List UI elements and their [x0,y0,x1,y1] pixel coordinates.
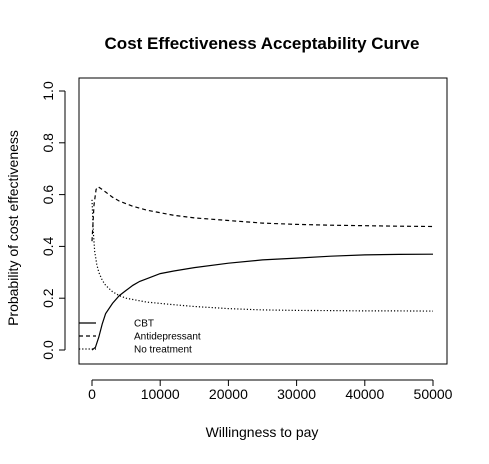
y-axis-label: Probability of cost effectiveness [5,130,21,326]
series-line-2 [91,199,434,312]
x-tick-label: 40000 [345,386,384,402]
x-axis-label: Willingness to pay [206,424,319,440]
x-axis: 0 10000 20000 30000 40000 50000 [88,379,453,402]
y-axis: 0.0 0.2 0.4 0.6 0.8 1.0 [40,81,66,360]
y-tick-label: 1.0 [40,81,56,101]
x-tick-label: 10000 [141,386,180,402]
x-tick-label: 50000 [414,386,453,402]
plot-box [78,77,448,365]
legend-label-1: Antidepressant [134,332,201,343]
legend: CBT Antidepressant No treatment [79,319,201,356]
legend-label-2: No treatment [134,345,192,356]
x-tick-label: 20000 [209,386,248,402]
chart-title: Cost Effectiveness Acceptability Curve [105,34,420,53]
y-tick-label: 0.4 [40,236,56,256]
y-tick-label: 0.8 [40,133,56,153]
y-tick-label: 0.2 [40,288,56,308]
y-tick-label: 0.0 [40,340,56,360]
x-tick-label: 0 [88,386,96,402]
y-tick-label: 0.6 [40,185,56,205]
series-group [91,186,434,351]
series-line-1 [91,186,434,242]
series-line-0 [91,253,434,351]
x-tick-label: 30000 [277,386,316,402]
legend-label-0: CBT [134,319,154,330]
